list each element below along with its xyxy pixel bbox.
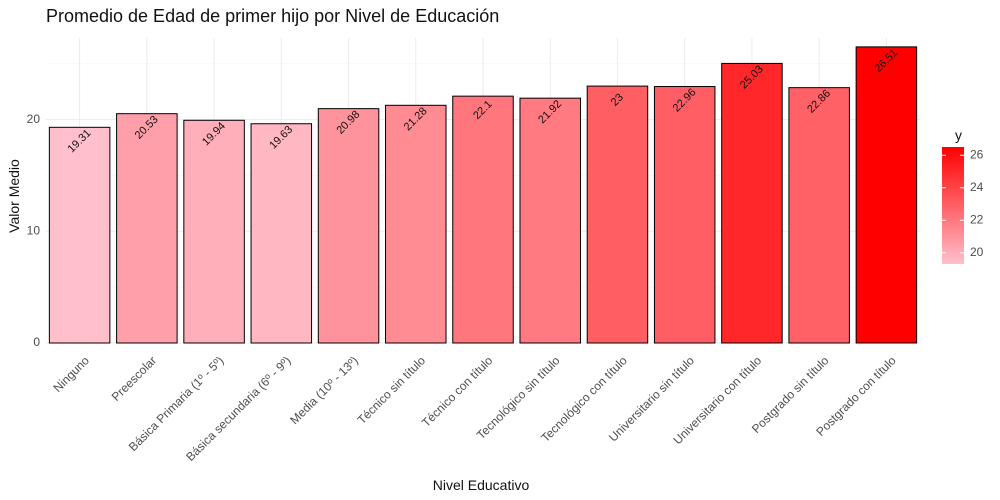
bar-9	[586, 85, 649, 344]
legend-tick-label: 24	[970, 180, 984, 194]
bar-6	[385, 104, 447, 344]
bar-5	[317, 108, 380, 344]
y-axis-ticks: 0 10 20	[27, 112, 41, 349]
bars	[48, 46, 918, 344]
legend-tick-label: 20	[970, 245, 984, 259]
x-tick-label: Técnico con título	[419, 353, 496, 430]
y-tick-label: 0	[33, 335, 40, 349]
bar-11	[721, 62, 783, 344]
x-tick-label: Ninguno	[50, 353, 92, 395]
x-tick-label: Técnico sin título	[355, 353, 429, 427]
bar-10	[653, 86, 716, 344]
legend-title: y	[955, 127, 962, 143]
y-tick-label: 20	[27, 112, 41, 126]
y-axis-title: Valor Medio	[6, 159, 22, 233]
bar-3	[183, 119, 245, 344]
bar-7	[452, 95, 514, 344]
legend-tick-label: 22	[970, 212, 984, 226]
bar-1	[48, 126, 111, 344]
color-legend: y 20 22 24 26	[942, 127, 984, 264]
bar-2	[116, 113, 178, 344]
legend-tick-label: 26	[970, 147, 984, 161]
bar-13	[855, 46, 918, 344]
x-tick-label: Media (10º - 13º)	[287, 353, 361, 427]
legend-colorbar	[942, 147, 964, 264]
bar-4	[250, 123, 313, 344]
y-tick-label: 10	[27, 223, 41, 237]
x-axis-title: Nivel Educativo	[433, 477, 530, 493]
x-tick-label: Preescolar	[109, 353, 159, 403]
bar-12	[788, 87, 850, 344]
bar-8	[519, 97, 581, 344]
chart-title: Promedio de Edad de primer hijo por Nive…	[46, 6, 499, 26]
